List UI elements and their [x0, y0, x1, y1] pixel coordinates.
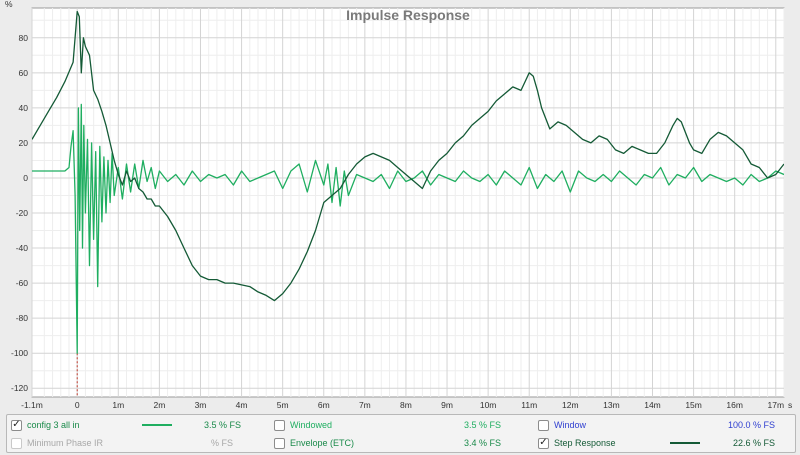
windowed-value: 3.5 % FS — [463, 420, 501, 430]
envelope-checkbox[interactable] — [274, 437, 285, 449]
config-checkbox[interactable]: ✓ — [11, 419, 22, 431]
legend-row-2: Minimum Phase IR % FS Envelope (ETC) 3.4… — [7, 434, 795, 452]
y-tick-label: -60 — [16, 278, 29, 288]
config-line-swatch — [142, 424, 172, 426]
windowed-checkbox[interactable] — [274, 419, 285, 431]
x-tick-label: 11m — [521, 400, 537, 410]
x-tick-label: 5m — [277, 400, 289, 410]
plot-background — [31, 7, 785, 398]
window-value: 100.0 % FS — [727, 420, 775, 430]
y-tick-label: -20 — [16, 208, 29, 218]
y-tick-label: 0 — [23, 173, 28, 183]
y-tick-label: 40 — [19, 103, 29, 113]
y-tick-label: 20 — [19, 138, 29, 148]
y-axis-unit: % — [5, 0, 13, 9]
step-response-checkbox[interactable]: ✓ — [538, 437, 549, 449]
x-tick-label: 4m — [236, 400, 248, 410]
minimum-phase-checkbox — [11, 437, 22, 449]
x-tick-label: 6m — [318, 400, 330, 410]
step-response-value: 22.6 % FS — [732, 438, 775, 448]
legend-row-1: ✓ config 3 all in 3.5 % FS Windowed 3.5 … — [7, 416, 795, 434]
legend-item-envelope[interactable]: Envelope (ETC) — [274, 434, 354, 452]
x-tick-label: 10m — [480, 400, 497, 410]
impulse-response-chart[interactable]: -120 -100 -80 -60 -40 -20 0 20 40 60 80 -1.1m 0 1m 2m 3… — [0, 0, 800, 412]
x-tick-label: 14m — [644, 400, 661, 410]
chart-title: Impulse Response — [346, 7, 470, 23]
y-tick-label: -80 — [16, 313, 29, 323]
legend-panel: ✓ config 3 all in 3.5 % FS Windowed 3.5 … — [6, 414, 796, 453]
x-tick-label: 1m — [112, 400, 124, 410]
legend-item-windowed[interactable]: Windowed — [274, 416, 332, 434]
envelope-label: Envelope (ETC) — [290, 438, 355, 448]
y-tick-label: -40 — [16, 243, 29, 253]
legend-item-step-response[interactable]: ✓ Step Response — [538, 434, 616, 452]
legend-item-minimum-phase: Minimum Phase IR — [11, 434, 103, 452]
chart-svg[interactable]: -120 -100 -80 -60 -40 -20 0 20 40 60 80 -1.1m 0 1m 2m 3… — [0, 0, 800, 412]
x-tick-label: -1.1m — [21, 400, 43, 410]
step-response-line — [32, 10, 784, 302]
step-response-line-swatch — [670, 442, 700, 444]
y-tick-label: -120 — [11, 383, 28, 393]
minimum-phase-label: Minimum Phase IR — [27, 438, 104, 448]
x-tick-label: 8m — [400, 400, 412, 410]
windowed-label: Windowed — [290, 420, 333, 430]
x-tick-label: 12m — [562, 400, 579, 410]
legend-item-config[interactable]: ✓ config 3 all in — [11, 416, 80, 434]
config-3-all-in-line — [32, 103, 784, 354]
x-tick-label: 7m — [359, 400, 371, 410]
window-checkbox[interactable] — [538, 419, 549, 431]
x-tick-label: 9m — [441, 400, 453, 410]
x-tick-label: 16m — [726, 400, 743, 410]
minimum-phase-value: % FS — [210, 438, 233, 448]
y-tick-label: 60 — [19, 68, 29, 78]
x-tick-label: 0 — [75, 400, 80, 410]
x-tick-label: 17m — [768, 400, 785, 410]
legend-item-window[interactable]: Window — [538, 416, 586, 434]
x-tick-label: 15m — [685, 400, 702, 410]
envelope-value: 3.4 % FS — [463, 438, 501, 448]
config-label: config 3 all in — [27, 420, 80, 430]
step-response-label: Step Response — [554, 438, 616, 448]
y-tick-label: -100 — [11, 348, 28, 358]
x-axis-unit: s — [788, 400, 792, 410]
x-tick-label: 2m — [153, 400, 165, 410]
y-tick-label: 80 — [19, 33, 29, 43]
config-value: 3.5 % FS — [203, 420, 241, 430]
window-label: Window — [554, 420, 587, 430]
x-tick-label: 13m — [603, 400, 620, 410]
x-tick-label: 3m — [195, 400, 207, 410]
